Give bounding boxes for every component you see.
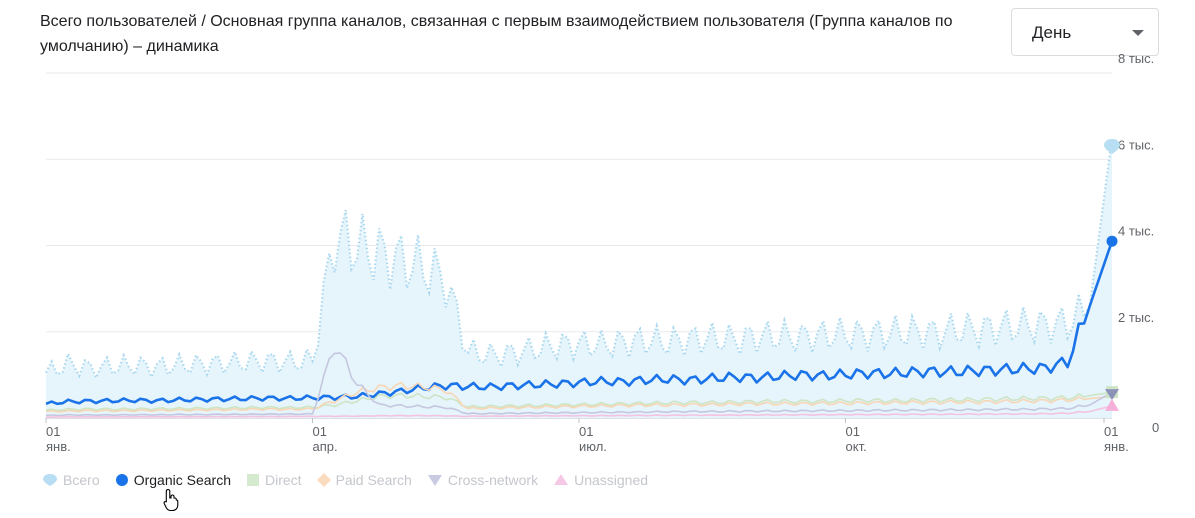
legend-label: Direct (265, 472, 302, 488)
marker-pin-icon (43, 474, 57, 486)
series-всего-area (46, 137, 1112, 418)
unassigned-end-marker (1105, 398, 1119, 411)
x-tick-label: 01 (1104, 424, 1118, 439)
y-tick-label: 6 тыс. (1118, 137, 1154, 152)
legend-item-paid-search[interactable]: Paid Search (316, 472, 412, 488)
y-tick-label: 2 тыс. (1118, 310, 1154, 325)
triangle-down-icon (427, 475, 442, 486)
legend-label: Cross-network (447, 472, 539, 488)
chart-legend: Всего Organic Search Direct Paid Search … (42, 472, 663, 488)
x-tick-label: 01 (46, 424, 60, 439)
line-chart: 02 тыс.4 тыс.6 тыс.8 тыс.01янв.01апр.01и… (45, 51, 1159, 454)
legend-item-direct[interactable]: Direct (246, 472, 302, 488)
legend-item-organic-search[interactable]: Organic Search (115, 472, 231, 488)
circle-icon (115, 474, 128, 486)
legend-item-unassigned[interactable]: Unassigned (553, 472, 648, 488)
legend-item-cross-network[interactable]: Cross-network (427, 472, 538, 488)
legend-label: Всего (63, 472, 100, 488)
legend-label: Unassigned (574, 472, 649, 488)
series-organic-search-line (45, 240, 1114, 406)
organic-end-marker (1106, 235, 1118, 247)
cross-network-end-marker (1105, 389, 1119, 401)
legend-item-total[interactable]: Всего (42, 472, 100, 488)
diamond-icon (316, 473, 331, 487)
y-tick-label: 8 тыс. (1118, 51, 1154, 66)
x-tick-label: янв. (46, 439, 71, 454)
square-icon (247, 474, 259, 486)
period-dropdown-value: День (1032, 23, 1072, 42)
total-end-marker (1104, 139, 1120, 154)
x-tick-label: апр. (313, 439, 338, 454)
x-tick-label: июл. (579, 439, 607, 454)
series-cross-network-line (45, 352, 1113, 417)
x-tick-label: 01 (846, 424, 860, 439)
series-paid-search-line (45, 381, 1113, 413)
caret-down-icon (1132, 30, 1144, 36)
x-tick-label: окт. (846, 439, 867, 454)
series-direct-line (45, 391, 1113, 412)
legend-label: Paid Search (335, 472, 412, 488)
x-tick-label: янв. (1104, 439, 1129, 454)
triangle-up-icon (554, 474, 569, 485)
series-unassigned-line (45, 405, 1113, 418)
y-tick-label: 4 тыс. (1118, 224, 1154, 239)
x-tick-label: 01 (579, 424, 593, 439)
y-tick-label: 0 (1152, 420, 1159, 435)
legend-label: Organic Search (133, 472, 231, 488)
x-tick-label: 01 (313, 424, 327, 439)
period-dropdown[interactable]: День (1011, 8, 1159, 56)
chart-title: Всего пользователей / Основная группа ка… (40, 13, 953, 55)
hand-cursor-icon (163, 488, 179, 512)
